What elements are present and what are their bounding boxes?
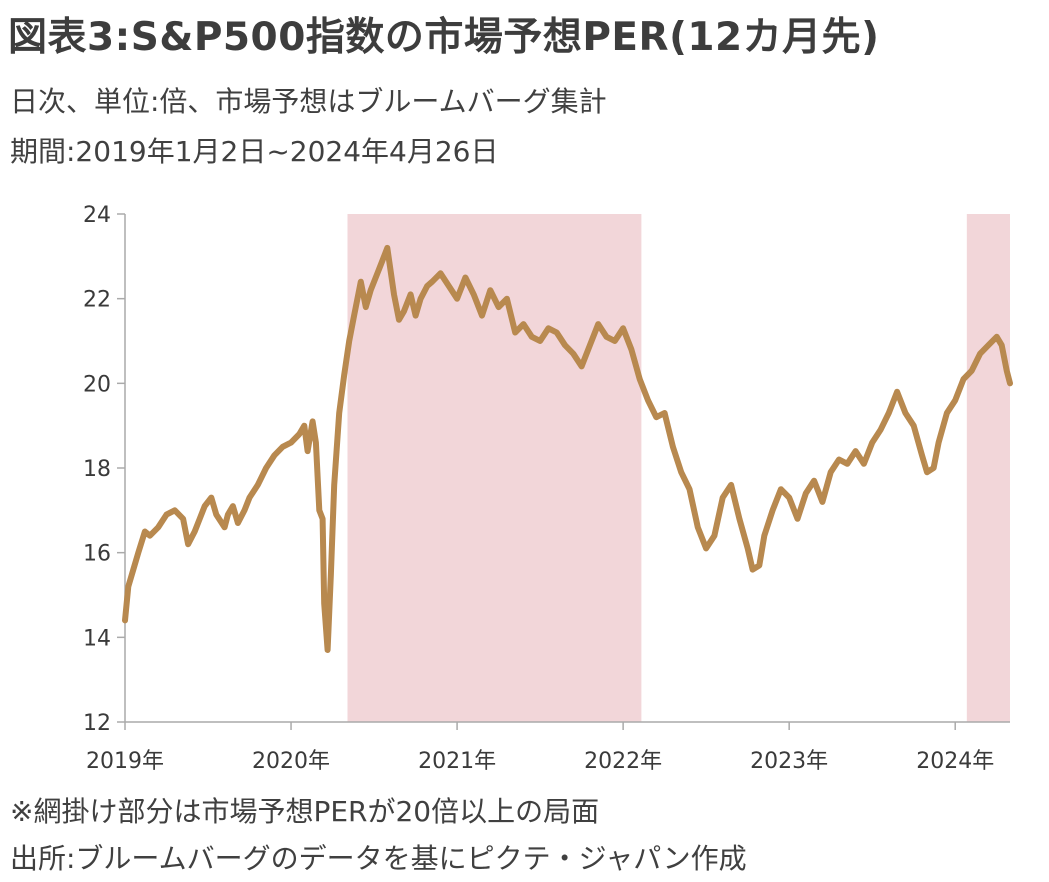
per-series	[122, 244, 1013, 653]
series-line-0	[122, 244, 1013, 653]
shaded-region-1	[966, 214, 1010, 722]
x-tick-label: 2022年	[584, 749, 662, 774]
x-tick-label: 2024年	[916, 749, 994, 774]
x-tick-label: 2019年	[86, 749, 164, 774]
x-tick-label: 2020年	[252, 749, 330, 774]
x-tick-label: 2023年	[750, 749, 828, 774]
note-source: 出所:ブルームバーグのデータを基にピクテ・ジャパン作成	[10, 842, 747, 875]
chart-subtitle-units: 日次、単位:倍、市場予想はブルームバーグ集計	[10, 85, 607, 118]
chart-subtitle-period: 期間:2019年1月2日~2024年4月26日	[10, 135, 499, 168]
per-line-chart: 12 14 16 18 20 22 24 2019年 2020年 2021年 2022年 2023年 2…	[83, 203, 1013, 774]
y-tick-label: 20	[83, 372, 111, 397]
chart-axes	[117, 213, 1010, 730]
y-tick-label: 18	[83, 457, 111, 482]
x-tick-label: 2021年	[418, 749, 496, 774]
note-shading: ※網掛け部分は市場予想PERが20倍以上の局面	[10, 795, 600, 828]
chart-title: 図表3:S&P500指数の市場予想PER(12カ月先)	[8, 15, 880, 60]
y-tick-label: 12	[83, 711, 111, 736]
y-tick-label: 16	[83, 542, 111, 567]
y-tick-label: 24	[83, 203, 111, 228]
tick-labels: 12 14 16 18 20 22 24 2019年 2020年 2021年 2022年 2023年 2…	[83, 203, 994, 774]
y-tick-label: 22	[83, 288, 111, 313]
y-tick-label: 14	[83, 626, 111, 651]
